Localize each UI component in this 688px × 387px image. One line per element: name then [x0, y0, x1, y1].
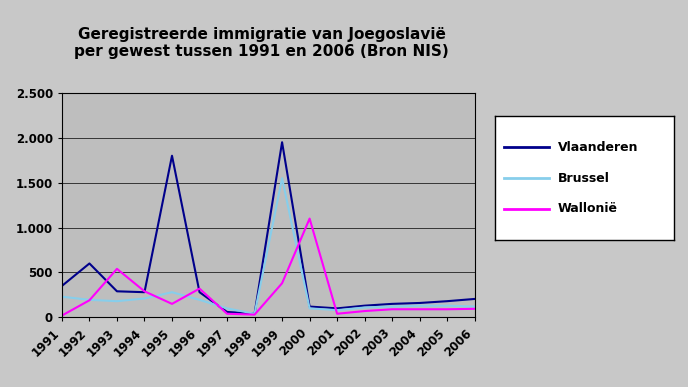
- Brussel: [85, 298, 94, 302]
- Vlaanderen: [223, 310, 231, 314]
- Line: Vlaanderen: Vlaanderen: [62, 142, 475, 314]
- Vlaanderen: [333, 306, 341, 311]
- Vlaanderen: [305, 304, 314, 309]
- Text: Wallonië: Wallonië: [558, 202, 618, 216]
- Text: Vlaanderen: Vlaanderen: [558, 140, 638, 154]
- Wallonië: [113, 267, 121, 271]
- Wallonië: [250, 312, 259, 317]
- Brussel: [416, 303, 424, 308]
- Brussel: [333, 308, 341, 312]
- Text: Geregistreerde immigratie van Joegoslavië
per gewest tussen 1991 en 2006 (Bron N: Geregistreerde immigratie van Joegoslavi…: [74, 27, 449, 60]
- Wallonië: [333, 312, 341, 316]
- Line: Wallonië: Wallonië: [62, 219, 475, 315]
- Brussel: [168, 290, 176, 295]
- Vlaanderen: [250, 312, 259, 316]
- Brussel: [443, 303, 451, 308]
- Vlaanderen: [85, 261, 94, 266]
- Vlaanderen: [58, 284, 66, 288]
- Wallonië: [305, 216, 314, 221]
- Vlaanderen: [278, 140, 286, 145]
- Brussel: [305, 306, 314, 311]
- Brussel: [223, 306, 231, 311]
- Wallonië: [388, 307, 396, 312]
- Brussel: [140, 296, 149, 301]
- Brussel: [113, 299, 121, 303]
- Vlaanderen: [443, 299, 451, 303]
- Wallonië: [471, 307, 479, 311]
- Wallonië: [416, 307, 424, 312]
- Wallonië: [58, 313, 66, 318]
- Vlaanderen: [140, 290, 149, 295]
- Line: Brussel: Brussel: [62, 178, 475, 314]
- Wallonië: [85, 298, 94, 303]
- Brussel: [388, 304, 396, 309]
- Brussel: [195, 298, 204, 302]
- Vlaanderen: [361, 303, 369, 308]
- Wallonië: [361, 309, 369, 313]
- Wallonië: [140, 289, 149, 294]
- Vlaanderen: [471, 296, 479, 301]
- Wallonië: [278, 281, 286, 286]
- Brussel: [58, 295, 66, 299]
- Vlaanderen: [113, 289, 121, 294]
- Brussel: [250, 312, 259, 316]
- Wallonië: [443, 307, 451, 312]
- Vlaanderen: [388, 301, 396, 306]
- Vlaanderen: [416, 301, 424, 305]
- Wallonië: [223, 312, 231, 316]
- Vlaanderen: [195, 290, 204, 295]
- Vlaanderen: [168, 153, 176, 158]
- Brussel: [278, 176, 286, 180]
- Wallonië: [195, 286, 204, 291]
- Text: Brussel: Brussel: [558, 171, 610, 185]
- Brussel: [361, 305, 369, 310]
- Wallonië: [168, 301, 176, 306]
- Brussel: [471, 304, 479, 309]
